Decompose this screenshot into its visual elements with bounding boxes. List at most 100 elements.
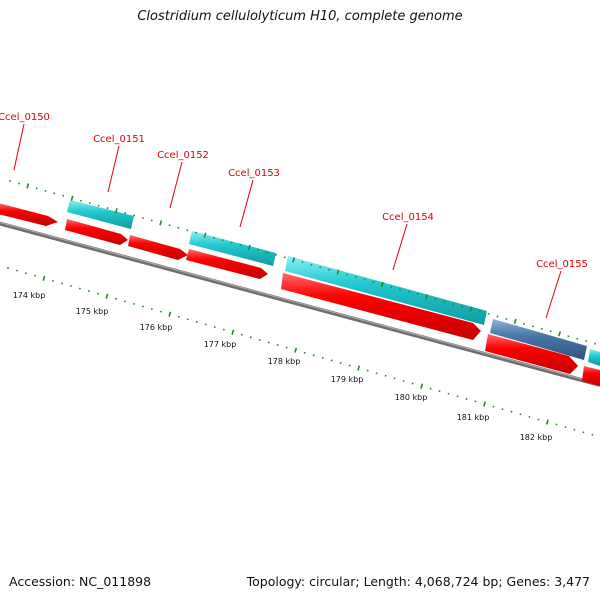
forward-strand-genes xyxy=(0,203,600,386)
cds-forward-gene[interactable] xyxy=(186,249,268,279)
minor-tick xyxy=(51,279,54,282)
minor-tick xyxy=(438,390,441,393)
gene-label-ccel-0153[interactable]: Ccel_0153 xyxy=(228,168,280,179)
minor-tick xyxy=(44,189,47,192)
label-leader-line xyxy=(392,223,408,271)
major-tick xyxy=(425,294,429,300)
gene-label-ccel-0155[interactable]: Ccel_0155 xyxy=(536,259,588,270)
cds-forward-gene[interactable] xyxy=(128,235,188,260)
minor-tick xyxy=(258,338,261,341)
minor-tick xyxy=(528,415,531,418)
minor-tick xyxy=(540,327,543,330)
minor-tick xyxy=(141,216,144,219)
minor-tick xyxy=(363,278,366,281)
genome-backbone-highlight xyxy=(0,222,600,385)
cds-forward-gene[interactable] xyxy=(281,273,481,340)
major-tick xyxy=(357,365,361,371)
cds-reverse-gene[interactable] xyxy=(285,256,487,325)
major-tick xyxy=(336,269,340,275)
gene-labels: Ccel_0150 Ccel_0151 Ccel_0152 Ccel_0153 … xyxy=(0,112,588,270)
minor-tick xyxy=(537,418,540,421)
cds-forward-gene[interactable] xyxy=(0,203,58,226)
scale-label: 179 kbp xyxy=(331,375,364,384)
cds-reverse-gene[interactable] xyxy=(189,231,276,266)
label-leader-line xyxy=(239,179,254,228)
minor-tick xyxy=(239,244,242,247)
minor-tick xyxy=(69,284,72,287)
minor-tick xyxy=(390,285,393,288)
minor-tick xyxy=(266,251,269,254)
major-tick xyxy=(380,281,384,288)
minor-tick xyxy=(564,426,567,429)
major-tick xyxy=(26,183,30,189)
major-tick xyxy=(203,232,207,238)
cds-reverse-gene[interactable] xyxy=(490,319,587,360)
gene-label-ccel-0150[interactable]: Ccel_0150 xyxy=(0,112,50,123)
scale-label: 180 kbp xyxy=(395,393,428,402)
minor-tick xyxy=(60,282,63,285)
minor-tick xyxy=(487,313,490,316)
scale-label: 174 kbp xyxy=(13,291,46,300)
minor-tick xyxy=(555,423,558,426)
scale-label: 176 kbp xyxy=(140,323,173,332)
scale-label: 181 kbp xyxy=(457,413,490,422)
minor-tick xyxy=(456,395,459,398)
minor-tick xyxy=(465,397,468,400)
minor-tick xyxy=(97,204,100,207)
minor-tick xyxy=(159,310,162,313)
cds-forward-gene[interactable] xyxy=(582,366,600,386)
cds-forward-gene[interactable] xyxy=(485,334,578,374)
major-tick xyxy=(546,419,549,425)
major-tick xyxy=(513,318,517,325)
minor-tick xyxy=(585,340,588,343)
minor-tick xyxy=(330,359,333,362)
major-tick xyxy=(114,207,118,214)
genome-backbone xyxy=(0,221,600,387)
map-title: Clostridium cellulolyticum H10, complete… xyxy=(137,9,463,24)
major-tick xyxy=(42,275,46,281)
reverse-strand-genes xyxy=(67,200,600,366)
minor-tick xyxy=(267,341,270,344)
minor-tick xyxy=(168,224,171,227)
major-tick xyxy=(247,244,251,251)
major-tick xyxy=(105,293,109,299)
gene-label-ccel-0152[interactable]: Ccel_0152 xyxy=(157,150,209,161)
major-tick xyxy=(420,383,424,389)
gene-label-ccel-0151[interactable]: Ccel_0151 xyxy=(93,134,145,145)
scale-labels: 174 kbp 175 kbp 176 kbp 177 kbp 178 kbp … xyxy=(13,291,553,442)
gene-label-ccel-0154[interactable]: Ccel_0154 xyxy=(382,212,434,223)
major-tick xyxy=(70,195,74,201)
major-tick xyxy=(292,257,296,263)
accession-text: Accession: NC_011898 xyxy=(9,574,152,589)
minor-tick xyxy=(429,387,432,390)
scale-label: 178 kbp xyxy=(268,357,301,366)
gene-label-leaders xyxy=(13,123,562,319)
major-tick xyxy=(294,347,298,353)
major-tick xyxy=(469,306,473,312)
minor-tick xyxy=(240,333,243,336)
minor-tick xyxy=(366,369,369,372)
genome-summary-text: Topology: circular; Length: 4,068,724 bp… xyxy=(246,574,590,589)
major-tick xyxy=(483,401,486,407)
scale-label: 175 kbp xyxy=(76,307,109,316)
minor-tick xyxy=(447,392,450,395)
major-tick xyxy=(168,311,172,317)
minor-tick xyxy=(461,305,464,308)
outer-tick-track xyxy=(9,180,596,345)
inner-tick-track xyxy=(7,267,594,436)
major-tick xyxy=(231,329,235,335)
minor-tick xyxy=(339,361,342,364)
minor-tick xyxy=(319,266,322,269)
cds-reverse-gene[interactable] xyxy=(588,349,600,366)
cds-reverse-gene[interactable] xyxy=(67,200,134,229)
label-leader-line xyxy=(169,161,183,209)
minor-tick xyxy=(17,182,20,185)
minor-tick xyxy=(249,336,252,339)
label-leader-line xyxy=(13,123,25,171)
minor-tick xyxy=(416,293,419,296)
label-leader-line xyxy=(107,145,120,193)
major-tick xyxy=(159,220,163,226)
minor-tick xyxy=(150,308,153,311)
cds-forward-gene[interactable] xyxy=(65,219,128,245)
